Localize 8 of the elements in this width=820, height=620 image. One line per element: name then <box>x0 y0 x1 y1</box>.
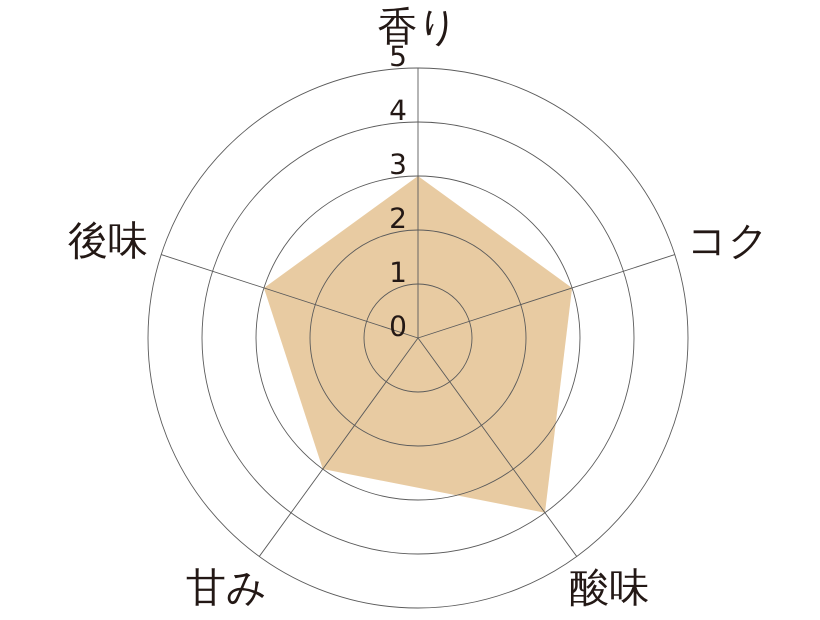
spoke-label: 甘み <box>186 564 267 611</box>
spoke-label: コク <box>687 218 770 264</box>
spoke-label: 後味 <box>68 218 148 264</box>
y-tick-label: 2 <box>389 202 407 235</box>
y-tick-label: 1 <box>389 256 407 289</box>
spoke-label: 酸味 <box>570 564 650 611</box>
y-tick-label: 3 <box>389 148 407 181</box>
y-tick-label: 4 <box>389 94 407 127</box>
